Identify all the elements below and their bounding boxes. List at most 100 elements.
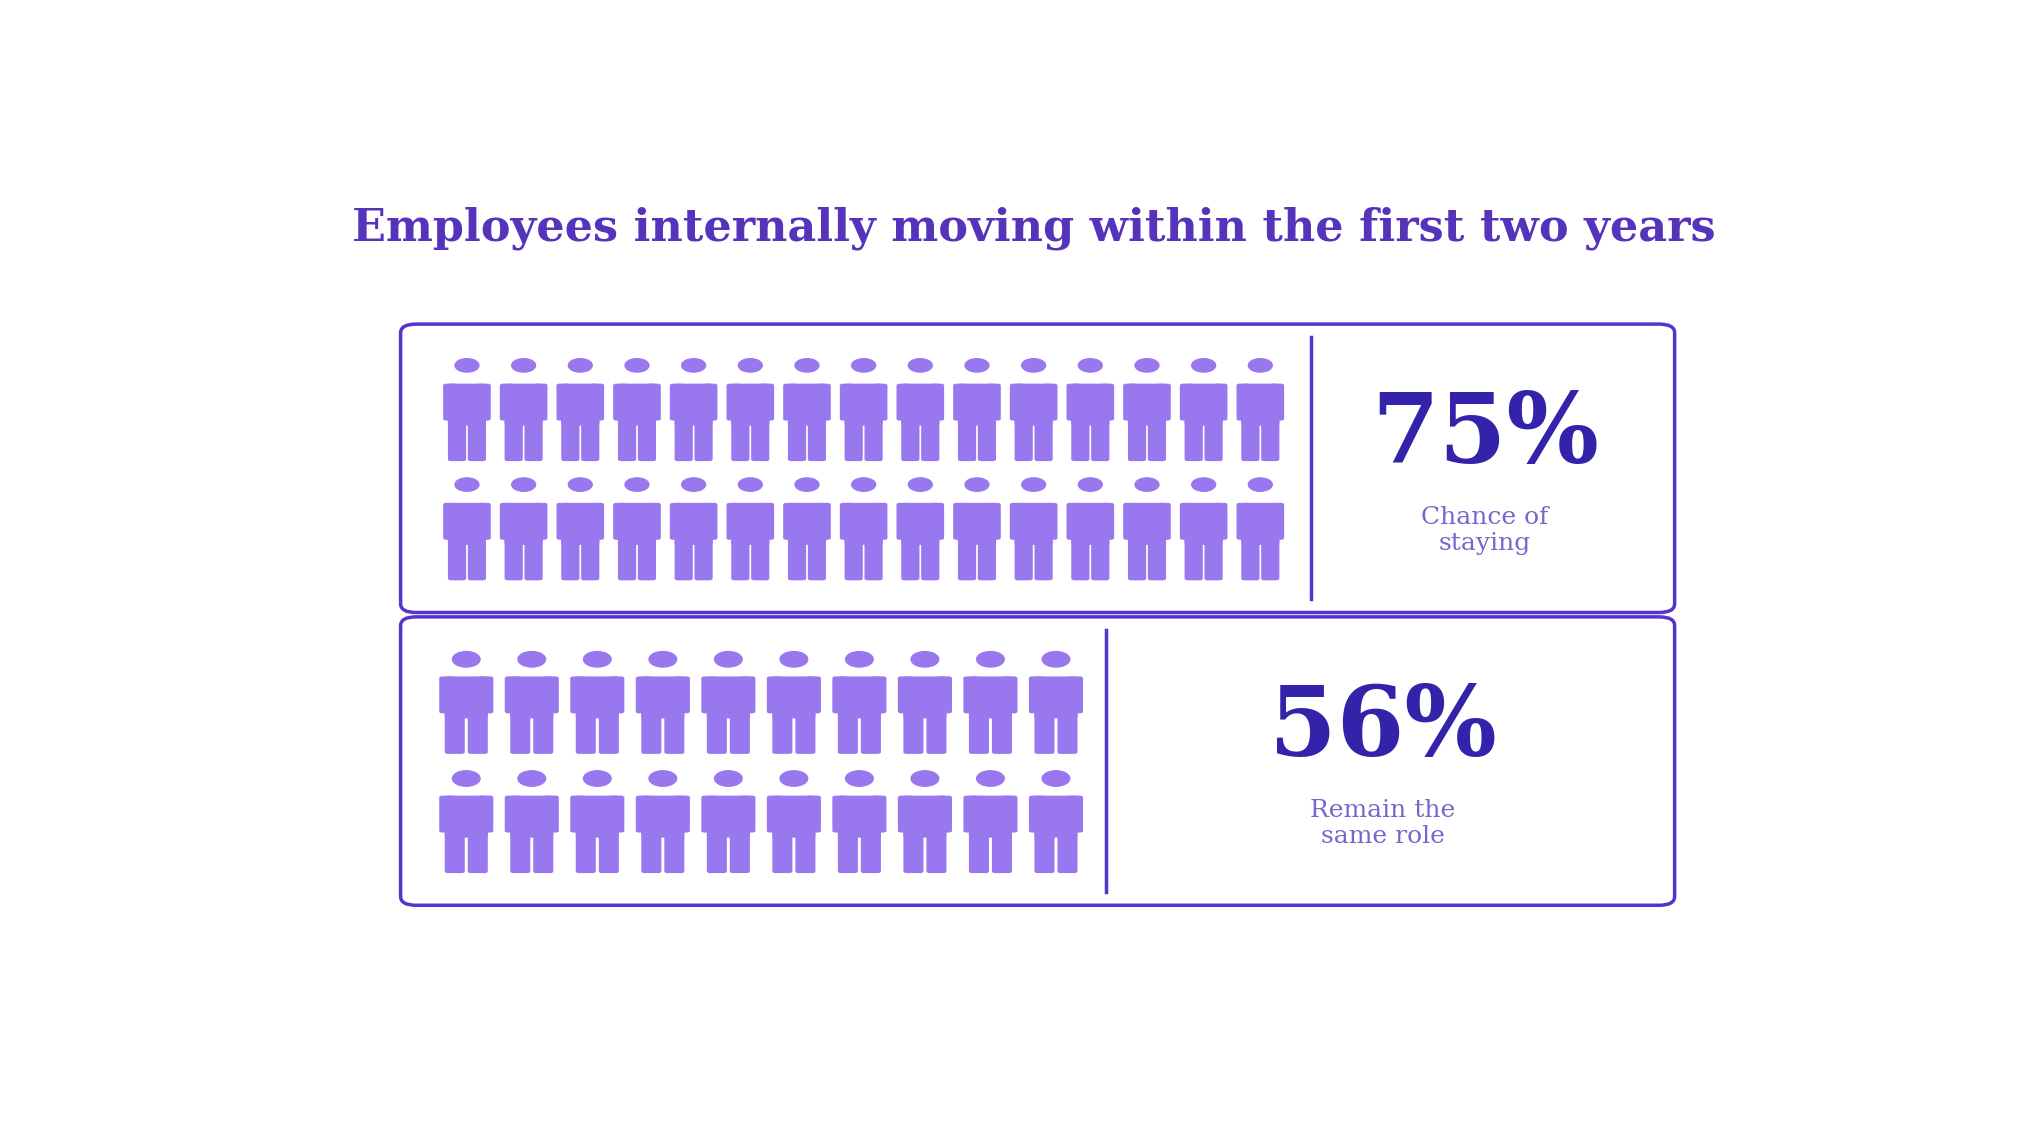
- Circle shape: [682, 359, 706, 372]
- FancyBboxPatch shape: [444, 831, 464, 873]
- FancyBboxPatch shape: [837, 676, 881, 718]
- FancyBboxPatch shape: [444, 712, 464, 754]
- FancyBboxPatch shape: [1071, 384, 1109, 426]
- FancyBboxPatch shape: [575, 712, 595, 754]
- FancyBboxPatch shape: [936, 676, 952, 714]
- Circle shape: [1136, 359, 1160, 372]
- Circle shape: [512, 478, 537, 491]
- FancyBboxPatch shape: [773, 831, 793, 873]
- FancyBboxPatch shape: [575, 831, 595, 873]
- FancyBboxPatch shape: [1071, 503, 1109, 545]
- FancyBboxPatch shape: [581, 538, 599, 580]
- FancyBboxPatch shape: [510, 796, 553, 838]
- Circle shape: [851, 478, 875, 491]
- FancyBboxPatch shape: [898, 796, 914, 833]
- FancyBboxPatch shape: [664, 712, 684, 754]
- FancyBboxPatch shape: [902, 384, 940, 426]
- FancyBboxPatch shape: [1067, 503, 1081, 540]
- FancyBboxPatch shape: [1236, 384, 1251, 421]
- FancyBboxPatch shape: [476, 384, 490, 421]
- FancyBboxPatch shape: [1067, 384, 1081, 421]
- FancyBboxPatch shape: [1148, 538, 1166, 580]
- FancyBboxPatch shape: [845, 419, 863, 461]
- FancyBboxPatch shape: [1043, 503, 1057, 540]
- FancyBboxPatch shape: [773, 712, 793, 754]
- FancyBboxPatch shape: [1015, 538, 1033, 580]
- FancyBboxPatch shape: [1011, 384, 1025, 421]
- FancyBboxPatch shape: [561, 384, 599, 426]
- Circle shape: [976, 651, 1004, 667]
- Circle shape: [569, 478, 593, 491]
- FancyBboxPatch shape: [1261, 538, 1279, 580]
- FancyBboxPatch shape: [1184, 384, 1222, 426]
- FancyBboxPatch shape: [1043, 384, 1057, 421]
- FancyBboxPatch shape: [589, 384, 605, 421]
- FancyBboxPatch shape: [1148, 419, 1166, 461]
- FancyBboxPatch shape: [958, 384, 996, 426]
- FancyBboxPatch shape: [589, 503, 605, 540]
- FancyBboxPatch shape: [532, 831, 553, 873]
- FancyBboxPatch shape: [561, 503, 599, 545]
- FancyBboxPatch shape: [896, 384, 912, 421]
- FancyBboxPatch shape: [1261, 419, 1279, 461]
- FancyBboxPatch shape: [1035, 712, 1055, 754]
- FancyBboxPatch shape: [664, 831, 684, 873]
- FancyBboxPatch shape: [444, 503, 458, 540]
- FancyBboxPatch shape: [922, 538, 940, 580]
- FancyBboxPatch shape: [702, 676, 716, 714]
- FancyBboxPatch shape: [730, 831, 750, 873]
- FancyBboxPatch shape: [510, 831, 530, 873]
- FancyBboxPatch shape: [637, 419, 656, 461]
- FancyBboxPatch shape: [702, 796, 716, 833]
- FancyBboxPatch shape: [543, 676, 559, 714]
- FancyBboxPatch shape: [440, 676, 454, 714]
- FancyBboxPatch shape: [992, 712, 1013, 754]
- FancyBboxPatch shape: [561, 419, 579, 461]
- FancyBboxPatch shape: [1128, 384, 1166, 426]
- FancyBboxPatch shape: [904, 676, 946, 718]
- FancyBboxPatch shape: [766, 796, 783, 833]
- FancyBboxPatch shape: [575, 676, 619, 718]
- Text: Remain the
same role: Remain the same role: [1309, 799, 1454, 848]
- FancyBboxPatch shape: [1015, 384, 1053, 426]
- FancyBboxPatch shape: [468, 712, 488, 754]
- FancyBboxPatch shape: [896, 503, 912, 540]
- FancyBboxPatch shape: [704, 503, 718, 540]
- FancyBboxPatch shape: [448, 538, 466, 580]
- FancyBboxPatch shape: [926, 831, 946, 873]
- FancyBboxPatch shape: [809, 419, 827, 461]
- FancyBboxPatch shape: [837, 831, 857, 873]
- FancyBboxPatch shape: [954, 503, 968, 540]
- FancyBboxPatch shape: [760, 384, 775, 421]
- Circle shape: [795, 478, 819, 491]
- FancyBboxPatch shape: [1071, 538, 1089, 580]
- FancyBboxPatch shape: [635, 676, 651, 714]
- FancyBboxPatch shape: [524, 538, 543, 580]
- FancyBboxPatch shape: [504, 538, 522, 580]
- FancyBboxPatch shape: [726, 384, 740, 421]
- FancyBboxPatch shape: [789, 538, 807, 580]
- Circle shape: [649, 651, 676, 667]
- FancyBboxPatch shape: [674, 503, 712, 545]
- FancyBboxPatch shape: [706, 676, 750, 718]
- FancyBboxPatch shape: [986, 503, 1000, 540]
- Circle shape: [845, 771, 873, 787]
- FancyBboxPatch shape: [444, 676, 488, 718]
- FancyBboxPatch shape: [986, 384, 1000, 421]
- FancyBboxPatch shape: [637, 538, 656, 580]
- FancyBboxPatch shape: [448, 419, 466, 461]
- FancyBboxPatch shape: [670, 503, 684, 540]
- FancyBboxPatch shape: [1180, 503, 1194, 540]
- FancyBboxPatch shape: [964, 676, 978, 714]
- FancyBboxPatch shape: [839, 503, 853, 540]
- FancyBboxPatch shape: [1035, 796, 1077, 838]
- FancyBboxPatch shape: [954, 384, 968, 421]
- Circle shape: [452, 651, 480, 667]
- FancyBboxPatch shape: [647, 503, 662, 540]
- FancyBboxPatch shape: [532, 712, 553, 754]
- FancyBboxPatch shape: [817, 384, 831, 421]
- Circle shape: [781, 651, 807, 667]
- Circle shape: [964, 359, 988, 372]
- FancyBboxPatch shape: [992, 831, 1013, 873]
- FancyBboxPatch shape: [1067, 676, 1083, 714]
